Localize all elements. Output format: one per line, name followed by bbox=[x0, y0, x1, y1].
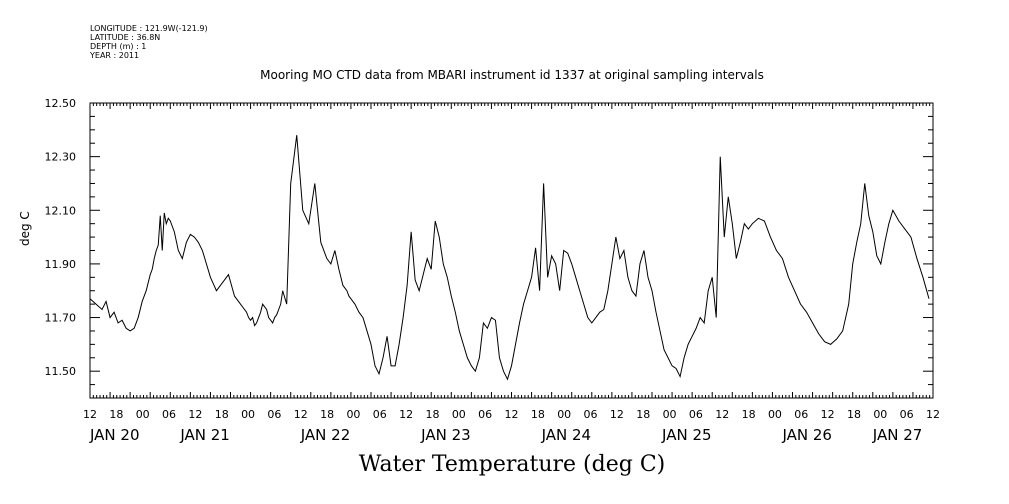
x-date-label: JAN 22 bbox=[300, 426, 351, 444]
x-hour-label: 06 bbox=[794, 408, 808, 421]
x-hour-label: 06 bbox=[373, 408, 387, 421]
x-hour-label: 00 bbox=[241, 408, 255, 421]
x-hour-label: 12 bbox=[294, 408, 308, 421]
x-hour-label: 00 bbox=[136, 408, 150, 421]
x-hour-label: 18 bbox=[425, 408, 439, 421]
x-hour-label: 06 bbox=[689, 408, 703, 421]
x-hour-label: 00 bbox=[557, 408, 571, 421]
x-hour-label: 18 bbox=[847, 408, 861, 421]
x-date-label: JAN 24 bbox=[541, 426, 592, 444]
y-tick-label: 11.70 bbox=[45, 312, 77, 325]
x-date-label: JAN 27 bbox=[872, 426, 923, 444]
year-label: YEAR : 2011 bbox=[90, 51, 140, 60]
x-hour-label: 12 bbox=[926, 408, 940, 421]
x-hour-label: 12 bbox=[188, 408, 202, 421]
x-hour-label: 06 bbox=[162, 408, 176, 421]
depth-label: DEPTH (m) : 1 bbox=[90, 42, 147, 51]
latitude-label: LATITUDE : 36.8N bbox=[90, 33, 161, 42]
x-hour-label: 06 bbox=[900, 408, 914, 421]
chart-title: Mooring MO CTD data from MBARI instrumen… bbox=[260, 68, 764, 82]
x-hour-label: 12 bbox=[715, 408, 729, 421]
x-hour-label: 06 bbox=[267, 408, 281, 421]
y-tick-label: 12.30 bbox=[45, 151, 77, 164]
x-date-label: JAN 25 bbox=[661, 426, 712, 444]
x-hour-label: 18 bbox=[742, 408, 756, 421]
x-hour-label: 00 bbox=[768, 408, 782, 421]
x-hour-label: 12 bbox=[610, 408, 624, 421]
x-hour-label: 12 bbox=[83, 408, 97, 421]
x-date-label: JAN 20 bbox=[89, 426, 140, 444]
x-hour-label: 12 bbox=[505, 408, 519, 421]
longitude-label: LONGITUDE : 121.9W(-121.9) bbox=[90, 24, 208, 33]
x-hour-label: 00 bbox=[346, 408, 360, 421]
x-hour-label: 18 bbox=[636, 408, 650, 421]
plot-frame bbox=[89, 102, 934, 399]
series-line bbox=[89, 135, 930, 381]
y-tick-label: 11.50 bbox=[45, 365, 77, 378]
x-date-label: JAN 26 bbox=[781, 426, 832, 444]
x-date-label: JAN 21 bbox=[179, 426, 230, 444]
y-tick-label: 12.10 bbox=[45, 204, 77, 217]
x-hour-label: 18 bbox=[320, 408, 334, 421]
x-hour-label: 06 bbox=[478, 408, 492, 421]
x-date-label: JAN 23 bbox=[420, 426, 471, 444]
x-axis-title: Water Temperature (deg C) bbox=[358, 452, 666, 477]
x-hour-label: 12 bbox=[399, 408, 413, 421]
x-hour-label: 18 bbox=[109, 408, 123, 421]
y-tick-label: 11.90 bbox=[45, 258, 77, 271]
y-tick-label: 12.50 bbox=[45, 97, 77, 110]
x-hour-label: 00 bbox=[452, 408, 466, 421]
x-hour-label: 18 bbox=[531, 408, 545, 421]
x-hour-label: 00 bbox=[873, 408, 887, 421]
x-hour-label: 06 bbox=[584, 408, 598, 421]
x-hour-label: 00 bbox=[663, 408, 677, 421]
x-hour-label: 18 bbox=[215, 408, 229, 421]
x-hour-label: 12 bbox=[821, 408, 835, 421]
